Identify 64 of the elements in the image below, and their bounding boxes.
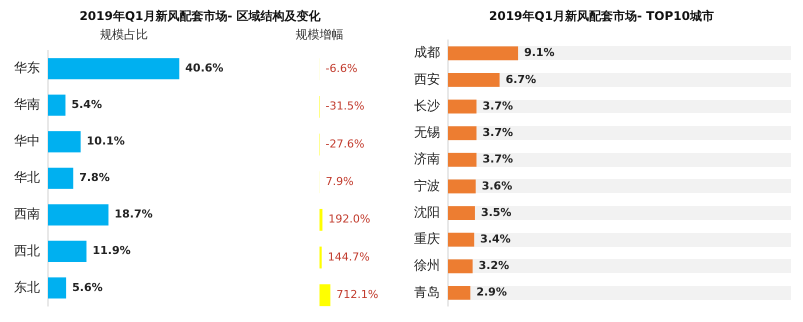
- data-label: 3.4%: [480, 232, 511, 246]
- y-tick-label: 宁波: [414, 178, 440, 194]
- data-label: 192.0%: [328, 212, 370, 226]
- bar: [48, 277, 66, 299]
- y-tick-label: 西南: [14, 207, 40, 222]
- data-label: 3.6%: [482, 179, 512, 192]
- y-tick-label: 华南: [14, 98, 40, 113]
- data-label: 40.6%: [185, 62, 224, 75]
- bar: [448, 179, 476, 194]
- text: 2019年Q1月新风配套市场- TOP10城市: [488, 8, 715, 25]
- chart-subtitle: 规模增幅: [296, 27, 344, 42]
- data-label: 3.2%: [478, 259, 510, 272]
- data-label: 144.7%: [328, 250, 370, 264]
- y-tick-label: 徐州: [414, 258, 440, 274]
- y-tick-label: 华东: [14, 61, 40, 76]
- bar: [48, 131, 81, 152]
- data-label: 3.7%: [482, 152, 514, 166]
- y-tick-label: 青岛: [414, 285, 440, 300]
- y-tick-label: 华中: [14, 134, 40, 150]
- data-label: 5.4%: [71, 98, 102, 112]
- bar: [48, 58, 180, 80]
- data-label: 7.9%: [326, 175, 354, 188]
- data-label: 3.7%: [482, 126, 514, 140]
- y-tick-label: 无锡: [414, 126, 440, 141]
- data-label: 5.6%: [72, 280, 103, 294]
- data-label: 712.1%: [336, 288, 378, 302]
- bar: [448, 46, 518, 60]
- data-label: 9.1%: [524, 46, 555, 60]
- bar: [448, 259, 473, 274]
- data-label: -27.6%: [326, 137, 364, 150]
- y-tick-label: 西北: [14, 244, 40, 259]
- bar: [48, 168, 74, 189]
- y-tick-label: 成都: [414, 46, 440, 61]
- bar: [448, 126, 476, 140]
- y-tick-label: 长沙: [414, 98, 440, 114]
- y-tick-label: 重庆: [414, 232, 440, 248]
- data-label: -6.6%: [326, 62, 358, 76]
- data-label: 10.1%: [86, 134, 125, 148]
- bar: [48, 204, 108, 226]
- bar: [448, 286, 470, 300]
- bar: [448, 100, 476, 114]
- bar: [448, 152, 476, 167]
- bar: [448, 206, 475, 220]
- y-tick-label: 东北: [14, 280, 40, 296]
- data-label: 7.8%: [79, 171, 110, 184]
- data-label: 6.7%: [506, 72, 536, 86]
- y-tick-label: 沈阳: [414, 205, 440, 220]
- data-label: 18.7%: [114, 208, 153, 221]
- data-label: 2.9%: [476, 286, 507, 299]
- y-tick-label: 西安: [414, 71, 440, 88]
- bar: [48, 94, 66, 116]
- bar: [320, 208, 322, 231]
- chart-title: 2019年Q1月新风配套市场- 区域结构及变化: [78, 8, 322, 25]
- bar: [448, 73, 500, 87]
- data-label: 11.9%: [92, 244, 131, 258]
- data-label: 3.7%: [482, 99, 514, 112]
- y-tick-label: 济南: [414, 152, 440, 168]
- data-label: 3.5%: [480, 206, 512, 219]
- chart-subtitle: 规模占比: [100, 27, 148, 42]
- data-label: -31.5%: [326, 100, 364, 113]
- bar: [48, 240, 86, 262]
- y-tick-label: 华北: [14, 170, 40, 186]
- bar: [320, 284, 330, 306]
- bar: [448, 232, 474, 247]
